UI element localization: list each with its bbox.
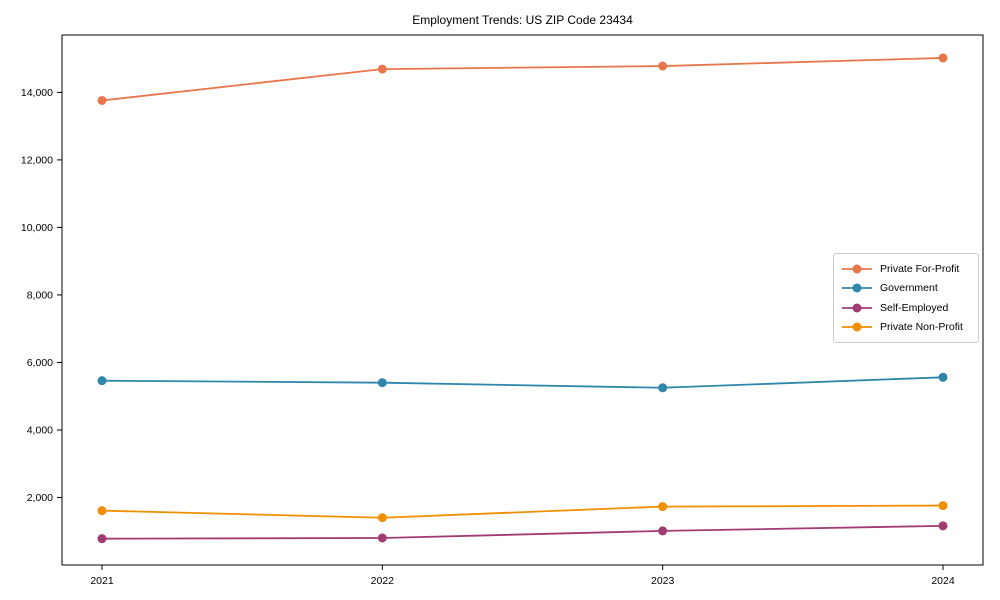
y-tick-label: 10,000: [21, 222, 53, 234]
legend-label: Private For-Profit: [880, 262, 960, 275]
legend-item-self-employed: Self-Employed: [841, 302, 971, 314]
y-axis: 2,000 4,000 6,000 8,000 10,000 12,000 14,000: [21, 87, 62, 504]
data-point: [377, 513, 387, 523]
series-government: [97, 372, 948, 393]
y-tick-label: 8,000: [27, 289, 53, 301]
series-line: [101, 524, 944, 540]
data-point: [658, 61, 668, 71]
data-point: [938, 521, 948, 531]
data-point: [97, 376, 107, 386]
y-tick-label: 2,000: [27, 492, 53, 504]
x-axis: 2021 2022 2023 2024: [90, 565, 955, 587]
y-tick-label: 4,000: [27, 424, 53, 436]
data-point: [658, 383, 668, 393]
x-tick-label: 2024: [931, 575, 955, 587]
legend-marker-icon: [842, 264, 872, 274]
data-point: [938, 53, 948, 63]
legend-marker-icon: [842, 283, 872, 293]
series-private-non-profit: [97, 501, 948, 523]
data-point: [377, 533, 387, 543]
y-tick-label: 14,000: [21, 87, 53, 99]
series-self-employed: [97, 521, 948, 544]
data-point: [377, 378, 387, 388]
legend-item-private-non-profit: Private Non-Profit: [841, 321, 971, 333]
data-point: [97, 95, 107, 105]
legend-label: Self-Employed: [880, 301, 949, 314]
legend-marker-icon: [842, 303, 872, 313]
chart-title: Employment Trends: US ZIP Code 23434: [412, 13, 633, 27]
legend-label: Government: [880, 282, 938, 295]
data-point: [377, 64, 387, 74]
series-line: [101, 57, 944, 102]
y-tick-label: 6,000: [27, 357, 53, 369]
data-point: [658, 502, 668, 512]
chart-legend: Private For-Profit Government Self-Employe…: [833, 253, 979, 343]
data-point: [97, 534, 107, 544]
legend-item-government: Government: [841, 282, 971, 294]
legend-marker-icon: [842, 322, 872, 332]
x-tick-label: 2023: [651, 575, 675, 587]
series-line: [101, 504, 944, 519]
series-line: [101, 376, 944, 389]
data-point: [938, 372, 948, 382]
data-point: [938, 501, 948, 511]
legend-item-private-for-profit: Private For-Profit: [841, 263, 971, 275]
plot-border: [61, 34, 984, 566]
data-point: [97, 506, 107, 516]
data-point: [658, 526, 668, 536]
series-private-for-profit: [97, 53, 948, 105]
x-tick-label: 2022: [371, 575, 395, 587]
y-tick-label: 12,000: [21, 154, 53, 166]
legend-label: Private Non-Profit: [880, 321, 963, 334]
x-tick-label: 2021: [90, 575, 114, 587]
